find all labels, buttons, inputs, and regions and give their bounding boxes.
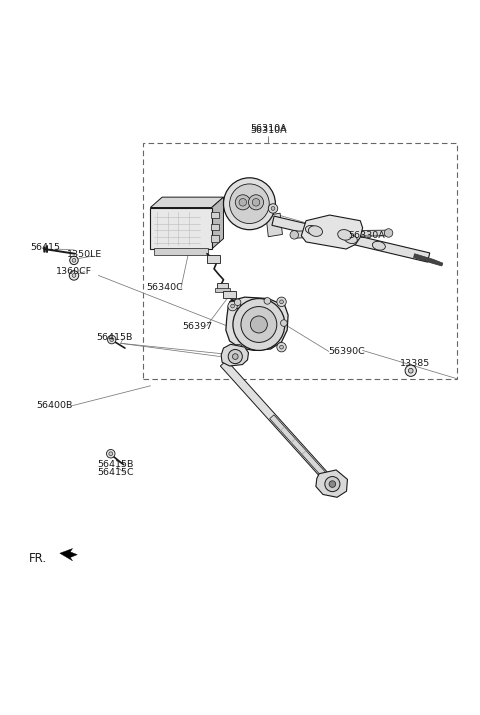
Bar bbox=[154, 248, 208, 255]
Polygon shape bbox=[60, 548, 77, 561]
Circle shape bbox=[234, 345, 243, 354]
Text: 56397: 56397 bbox=[182, 322, 213, 331]
Bar bbox=[150, 207, 212, 249]
Ellipse shape bbox=[305, 225, 318, 235]
Bar bbox=[223, 290, 236, 298]
Text: FR.: FR. bbox=[29, 553, 47, 566]
Circle shape bbox=[239, 199, 247, 206]
Polygon shape bbox=[294, 231, 341, 238]
Circle shape bbox=[231, 304, 235, 308]
Text: 1350LE: 1350LE bbox=[67, 250, 102, 259]
Circle shape bbox=[325, 476, 340, 492]
Polygon shape bbox=[266, 213, 282, 237]
Polygon shape bbox=[346, 230, 389, 236]
Circle shape bbox=[228, 301, 237, 311]
Bar bbox=[144, 143, 457, 379]
Circle shape bbox=[241, 307, 277, 342]
Circle shape bbox=[268, 204, 278, 213]
Ellipse shape bbox=[372, 242, 385, 250]
Circle shape bbox=[229, 184, 269, 224]
Bar bbox=[211, 235, 219, 242]
Circle shape bbox=[228, 350, 242, 364]
Circle shape bbox=[252, 199, 260, 206]
Circle shape bbox=[251, 316, 267, 333]
Bar bbox=[228, 301, 240, 307]
Circle shape bbox=[233, 299, 285, 350]
Text: 56340C: 56340C bbox=[146, 283, 183, 292]
Circle shape bbox=[271, 207, 275, 210]
Circle shape bbox=[224, 178, 276, 230]
Text: 56310A: 56310A bbox=[250, 126, 287, 135]
Bar bbox=[216, 287, 229, 292]
Circle shape bbox=[264, 297, 271, 304]
Text: 56415C: 56415C bbox=[97, 468, 134, 477]
Circle shape bbox=[405, 365, 417, 376]
Circle shape bbox=[108, 335, 116, 344]
Circle shape bbox=[277, 342, 286, 352]
Circle shape bbox=[280, 300, 283, 304]
Circle shape bbox=[72, 274, 76, 277]
Circle shape bbox=[109, 452, 113, 455]
Text: 56400B: 56400B bbox=[36, 401, 72, 410]
Circle shape bbox=[107, 450, 115, 458]
Polygon shape bbox=[270, 415, 333, 484]
Circle shape bbox=[408, 368, 413, 373]
Circle shape bbox=[384, 229, 393, 237]
Circle shape bbox=[232, 354, 238, 360]
Circle shape bbox=[290, 231, 299, 239]
Text: 56415B: 56415B bbox=[97, 460, 134, 468]
Text: 56390C: 56390C bbox=[329, 347, 365, 356]
Polygon shape bbox=[316, 470, 348, 498]
Bar bbox=[211, 224, 219, 230]
Text: 56310A: 56310A bbox=[250, 124, 287, 134]
Circle shape bbox=[280, 345, 283, 349]
Circle shape bbox=[70, 256, 78, 265]
Circle shape bbox=[236, 347, 240, 351]
Bar bbox=[217, 283, 228, 290]
Ellipse shape bbox=[309, 226, 323, 237]
Text: 56330A: 56330A bbox=[348, 232, 385, 240]
Circle shape bbox=[249, 194, 264, 210]
Ellipse shape bbox=[338, 230, 352, 240]
Polygon shape bbox=[220, 360, 334, 485]
Circle shape bbox=[110, 337, 114, 342]
Polygon shape bbox=[414, 254, 443, 266]
Polygon shape bbox=[212, 197, 224, 249]
Bar bbox=[211, 212, 219, 218]
Circle shape bbox=[234, 299, 241, 305]
Circle shape bbox=[69, 271, 79, 280]
Polygon shape bbox=[221, 345, 249, 366]
Circle shape bbox=[281, 320, 287, 326]
Bar bbox=[207, 255, 220, 263]
Ellipse shape bbox=[344, 235, 357, 244]
Text: 56415B: 56415B bbox=[96, 333, 132, 342]
Circle shape bbox=[277, 297, 286, 307]
Text: 13385: 13385 bbox=[400, 359, 431, 368]
Polygon shape bbox=[272, 216, 430, 262]
Circle shape bbox=[72, 258, 76, 262]
Text: 56415: 56415 bbox=[30, 243, 60, 252]
Polygon shape bbox=[150, 197, 224, 207]
Circle shape bbox=[329, 480, 336, 488]
Text: 1360CF: 1360CF bbox=[56, 267, 92, 276]
Polygon shape bbox=[301, 215, 362, 249]
Polygon shape bbox=[226, 297, 288, 350]
Circle shape bbox=[235, 194, 251, 210]
